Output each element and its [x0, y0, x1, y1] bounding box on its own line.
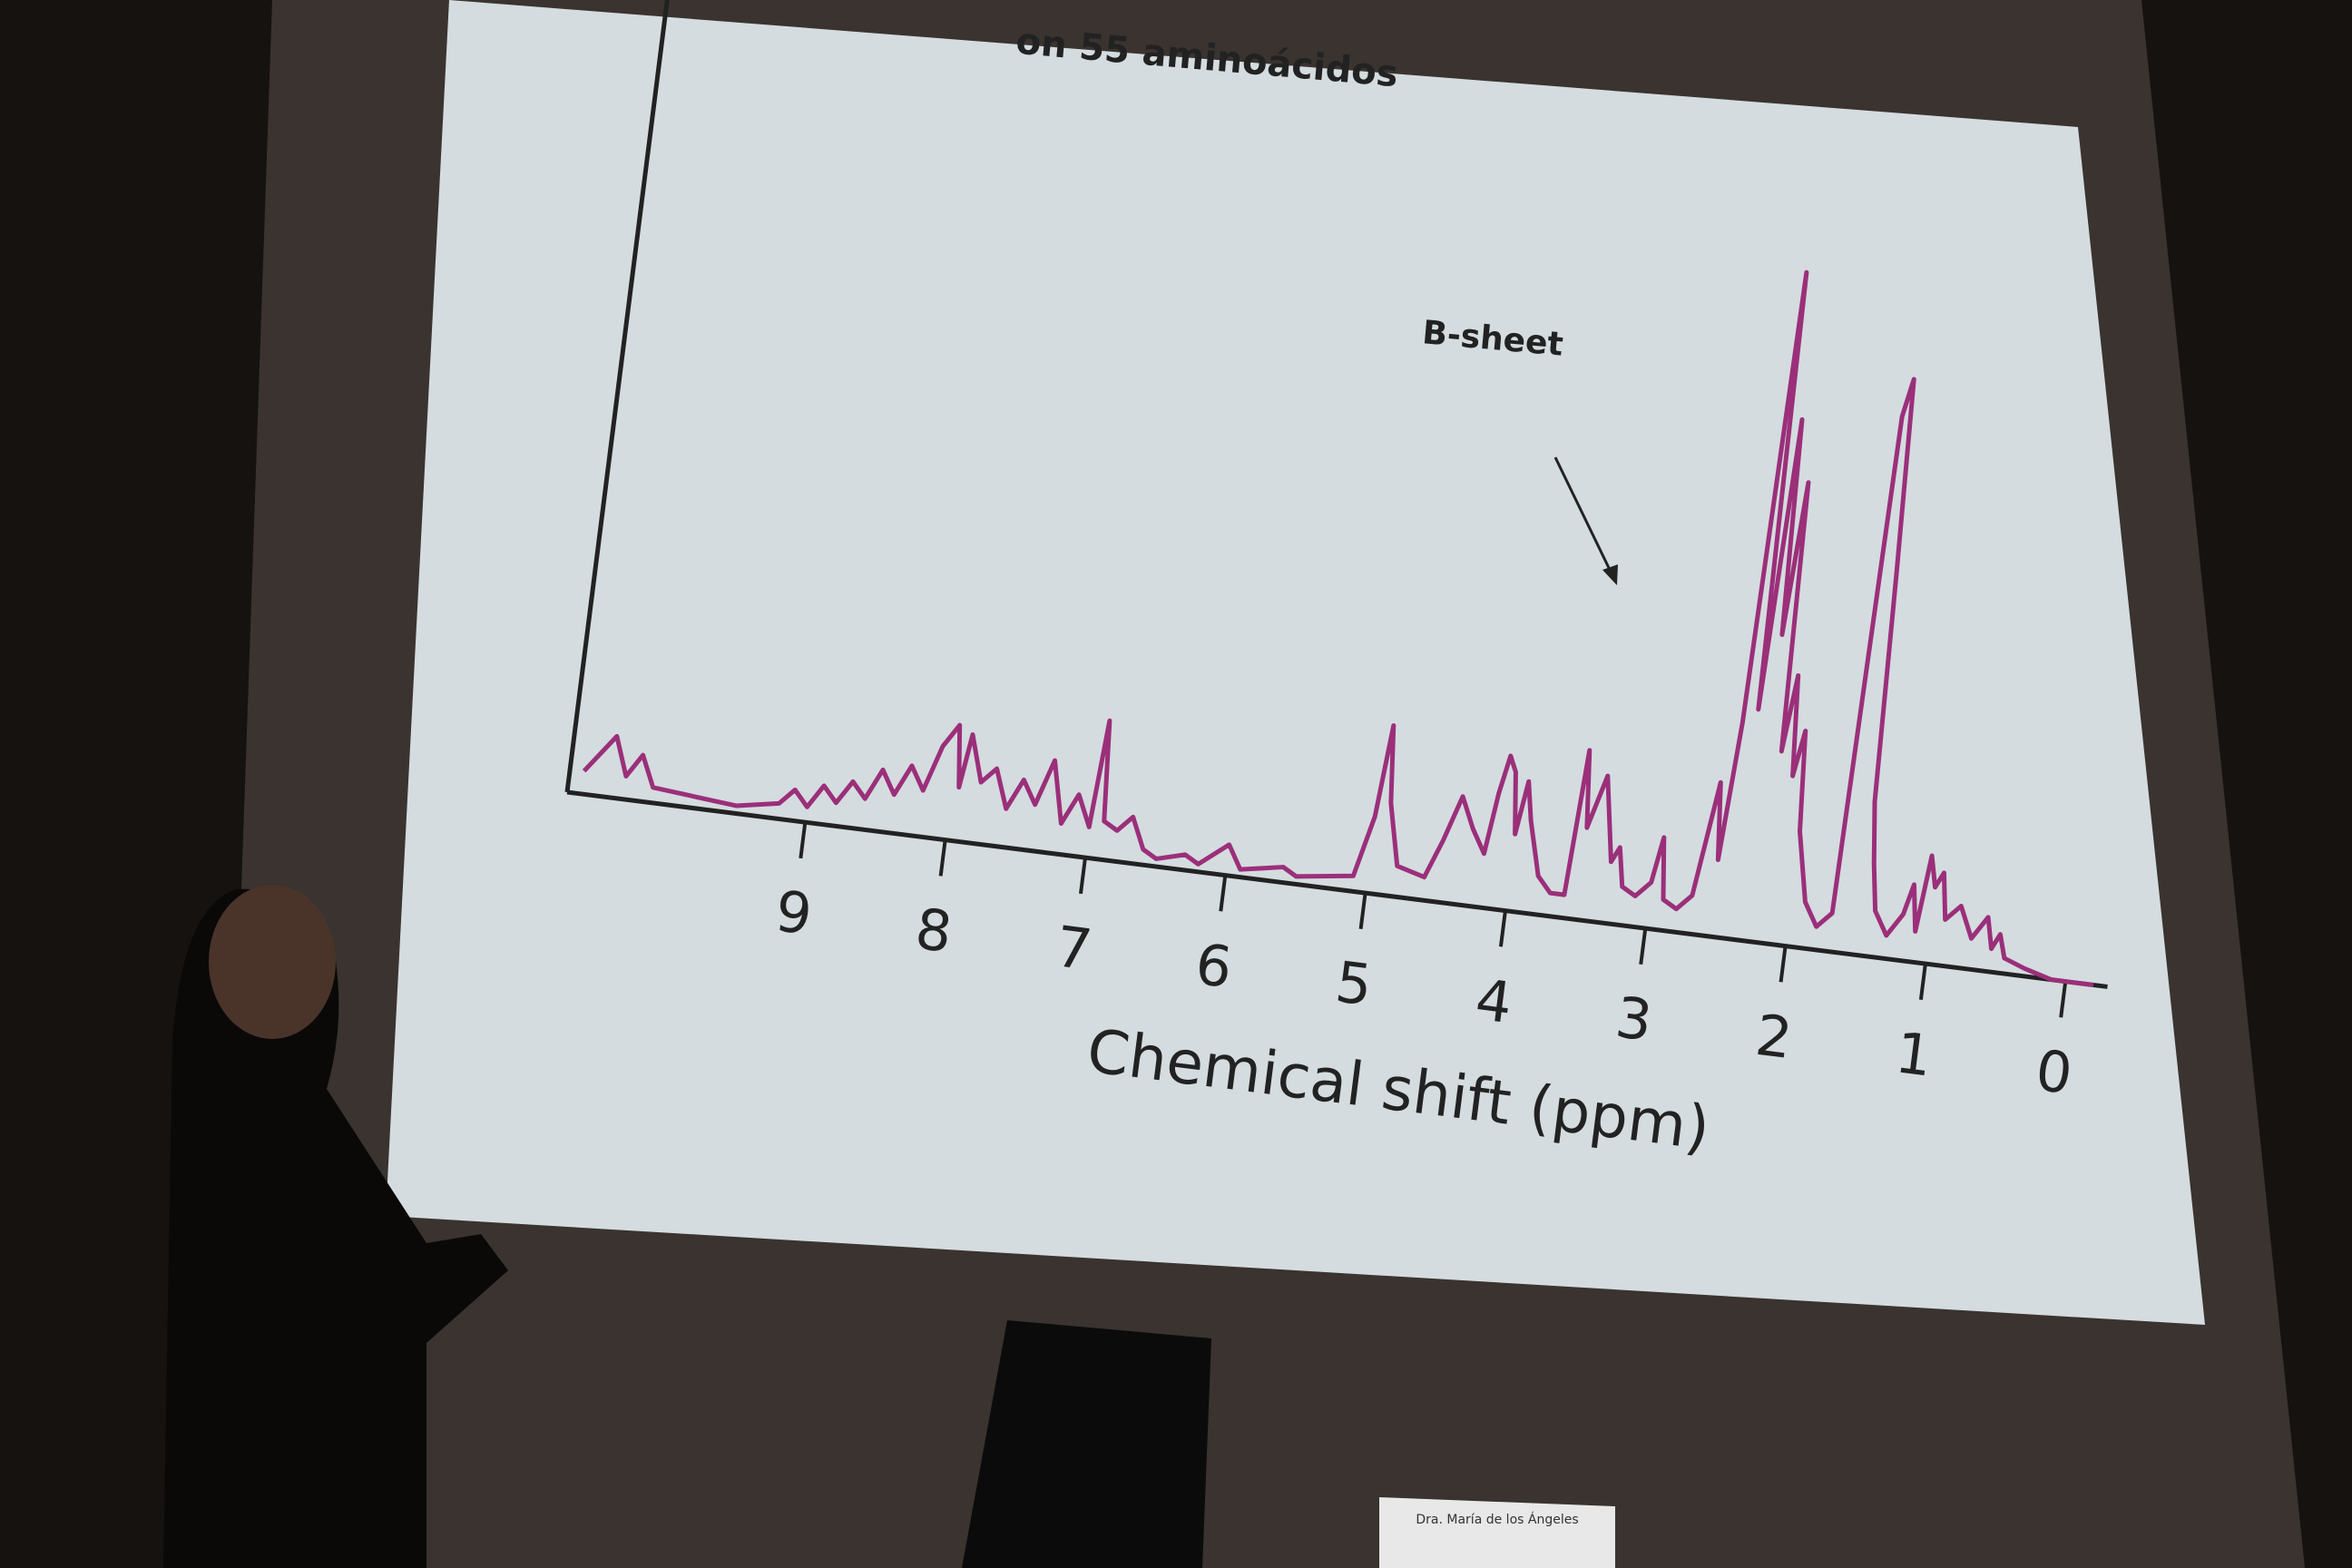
x-tick — [799, 821, 808, 859]
nameplate-text: Dra. María de los Ángeles — [1416, 1512, 1578, 1527]
x-tick-label: 0 — [2032, 1037, 2075, 1107]
x-tick-label: 4 — [1472, 966, 1515, 1036]
x-tick — [1358, 892, 1367, 930]
x-tick-label: 5 — [1332, 948, 1376, 1018]
laptop — [962, 1320, 1211, 1568]
x-tick — [1779, 946, 1788, 983]
x-tick-label: 7 — [1052, 913, 1095, 983]
presenter-head — [209, 885, 336, 1039]
x-tick-label: 2 — [1752, 1002, 1796, 1072]
annotation-arrow — [1553, 456, 1613, 574]
x-tick — [2059, 981, 2068, 1018]
x-tick — [938, 839, 947, 877]
x-tick-label: 3 — [1612, 984, 1656, 1054]
arrow-head — [1602, 564, 1618, 585]
x-tick — [1078, 857, 1087, 895]
x-axis — [566, 789, 2108, 989]
spectrum-line — [582, 270, 2094, 987]
x-tick-label: 9 — [772, 877, 816, 947]
x-tick-label: 8 — [912, 896, 956, 965]
x-tick — [1918, 963, 1927, 1001]
x-tick — [1639, 927, 1648, 965]
nameplate — [1379, 1497, 1615, 1568]
projection-screen — [386, 0, 2205, 1325]
x-tick-label: 1 — [1892, 1019, 1936, 1089]
y-axis — [564, 0, 683, 793]
x-tick — [1219, 875, 1228, 912]
x-tick-label: 6 — [1192, 931, 1236, 1001]
x-tick — [1498, 910, 1507, 947]
presenter — [163, 888, 508, 1568]
